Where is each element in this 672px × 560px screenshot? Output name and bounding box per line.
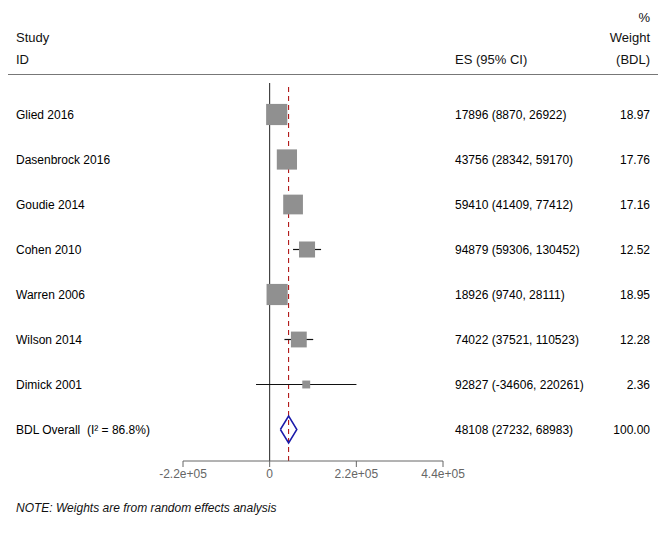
svg-text:17896 (8870, 26922): 17896 (8870, 26922)	[455, 108, 566, 122]
svg-text:2.36: 2.36	[627, 378, 651, 392]
svg-text:2.2e+05: 2.2e+05	[334, 467, 378, 481]
svg-text:4.4e+05: 4.4e+05	[421, 467, 465, 481]
svg-text:100.00: 100.00	[613, 423, 650, 437]
svg-text:Dimick 2001: Dimick 2001	[16, 378, 82, 392]
svg-text:94879 (59306, 130452): 94879 (59306, 130452)	[455, 243, 580, 257]
svg-text:Cohen 2010: Cohen 2010	[16, 243, 82, 257]
svg-text:59410 (41409, 77412): 59410 (41409, 77412)	[455, 198, 573, 212]
html-text:NOTE: Weights are from random: NOTE: Weights are from random effects an…	[16, 501, 277, 515]
svg-text:18.97: 18.97	[620, 108, 650, 122]
svg-text:-2.2e+05: -2.2e+05	[159, 467, 207, 481]
svg-text:0: 0	[266, 467, 273, 481]
svg-text:Goudie 2014: Goudie 2014	[16, 198, 85, 212]
svg-text:92827 (-34606, 220261): 92827 (-34606, 220261)	[455, 378, 584, 392]
html-text:ID: ID	[16, 52, 29, 67]
svg-text:43756 (28342, 59170): 43756 (28342, 59170)	[455, 153, 573, 167]
svg-text:48108 (27232, 68983): 48108 (27232, 68983)	[455, 423, 573, 437]
svg-text:18926 (9740, 28111): 18926 (9740, 28111)	[455, 288, 565, 302]
html-text:Weight: Weight	[609, 30, 650, 45]
svg-text:Dasenbrock 2016: Dasenbrock 2016	[16, 153, 110, 167]
svg-text:Wilson 2014: Wilson 2014	[16, 333, 82, 347]
svg-text:18.95: 18.95	[620, 288, 650, 302]
svg-text:12.28: 12.28	[620, 333, 650, 347]
svg-text:Warren 2006: Warren 2006	[16, 288, 85, 302]
html-text:ES (95% CI): ES (95% CI)	[455, 52, 528, 67]
svg-text:17.76: 17.76	[620, 153, 650, 167]
svg-text:BDL Overall (I² = 86.8%): BDL Overall (I² = 86.8%)	[16, 423, 150, 437]
html-text:(BDL): (BDL)	[616, 52, 650, 67]
svg-text:12.52: 12.52	[620, 243, 650, 257]
html-text:Study: Study	[16, 30, 50, 45]
svg-text:Glied 2016: Glied 2016	[16, 108, 74, 122]
svg-text:17.16: 17.16	[620, 198, 650, 212]
svg-text:74022 (37521, 110523): 74022 (37521, 110523)	[455, 333, 579, 347]
